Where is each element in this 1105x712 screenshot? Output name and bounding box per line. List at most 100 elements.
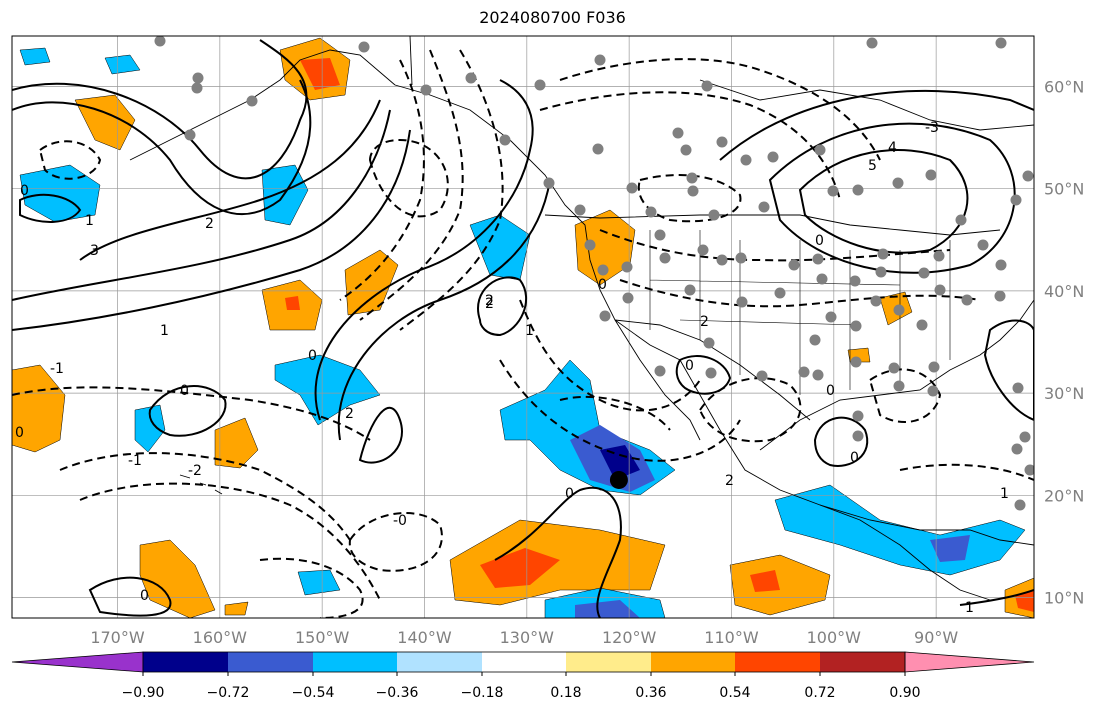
contour-solid bbox=[12, 129, 411, 331]
shade-red bbox=[1015, 590, 1034, 612]
plot-title: 2024080700 F036 bbox=[479, 8, 626, 27]
shade-blue bbox=[575, 600, 640, 618]
longitude-labels: 170°W 160°W 150°W 140°W 130°W 120°W 110°W 100°W… bbox=[90, 628, 958, 647]
contour-label: 0 bbox=[685, 358, 694, 374]
shade-red bbox=[285, 296, 300, 310]
canada-north bbox=[699, 79, 1034, 131]
map-frame bbox=[11, 35, 1035, 619]
contour-dashed bbox=[499, 359, 741, 462]
contour-solid bbox=[314, 79, 534, 421]
station-dot bbox=[735, 252, 747, 264]
colorbar-border bbox=[142, 651, 906, 673]
station-dot bbox=[1014, 499, 1026, 511]
shade-orange bbox=[139, 539, 216, 618]
contour-label: 0 bbox=[850, 450, 859, 466]
coastline-alaska bbox=[129, 49, 396, 161]
latitude-label: 50°N bbox=[1044, 180, 1084, 199]
contour-solid bbox=[494, 487, 622, 618]
station-dot bbox=[767, 151, 779, 163]
contour-label: 1 bbox=[525, 323, 534, 339]
contour-solid bbox=[813, 416, 869, 467]
contour-solid bbox=[768, 122, 1016, 274]
station-dot bbox=[680, 144, 692, 156]
station-dot bbox=[825, 311, 837, 323]
shade-cyan bbox=[19, 164, 101, 223]
shade-orange bbox=[344, 249, 399, 316]
contour-labels: 1 2 3 0 -0 -1 -2 5 4 -3 1 2 0 1 1 -1 0 2… bbox=[15, 120, 1009, 616]
station-dot bbox=[594, 54, 606, 66]
station-dot bbox=[645, 206, 657, 218]
shade-orange bbox=[74, 94, 136, 151]
shade-red bbox=[750, 570, 780, 592]
station-dot bbox=[246, 95, 258, 107]
contour-dashed bbox=[519, 299, 701, 412]
colorbar-segment bbox=[566, 652, 651, 672]
station-dot bbox=[756, 370, 768, 382]
colorbar-segment bbox=[820, 652, 905, 672]
station-dot bbox=[774, 287, 786, 299]
coastline-baja bbox=[614, 319, 701, 441]
storm-center-marker bbox=[609, 470, 628, 489]
station-dot bbox=[534, 79, 546, 91]
colorbar-extend-min bbox=[11, 651, 144, 673]
station-dot bbox=[358, 41, 370, 53]
station-dot bbox=[1011, 443, 1023, 455]
contour-label: 2 bbox=[725, 473, 734, 489]
shading-regions bbox=[12, 37, 1034, 618]
station-dot bbox=[465, 72, 477, 84]
station-dot bbox=[995, 37, 1007, 49]
shade-orange bbox=[224, 601, 249, 616]
contour-dashed bbox=[339, 59, 425, 301]
contour-label: 0 bbox=[565, 486, 574, 502]
contour-dashed bbox=[79, 482, 381, 601]
station-dot bbox=[659, 252, 671, 264]
colorbar-tick-label: 0.90 bbox=[889, 685, 920, 701]
shade-blue bbox=[930, 535, 970, 562]
station-dot bbox=[1022, 170, 1034, 182]
station-dot bbox=[701, 80, 713, 92]
contour-label: 3 bbox=[90, 243, 99, 259]
coastline-north-america bbox=[394, 84, 1034, 546]
station-dot bbox=[708, 209, 720, 221]
station-dot bbox=[875, 266, 887, 278]
colorbar-tick-label: 0.72 bbox=[804, 685, 835, 701]
contour-label: -3 bbox=[925, 120, 939, 136]
latitude-labels: 60°N 50°N 40°N 30°N 20°N 10°N bbox=[1044, 78, 1084, 608]
shade-cyan bbox=[104, 54, 141, 75]
shade-cyan bbox=[297, 569, 341, 596]
station-dot bbox=[1010, 194, 1022, 206]
contour-solid bbox=[337, 179, 551, 441]
station-dot bbox=[154, 36, 166, 47]
station-dot bbox=[543, 177, 555, 189]
contour-solid bbox=[798, 149, 969, 254]
station-dot bbox=[788, 259, 800, 271]
longitude-label: 150°W bbox=[295, 628, 350, 647]
latitude-label: 40°N bbox=[1044, 282, 1084, 301]
contour-solid bbox=[79, 99, 381, 261]
contour-dashed bbox=[899, 463, 1034, 481]
station-dot bbox=[622, 292, 634, 304]
station-dot bbox=[925, 169, 937, 181]
station-dot bbox=[870, 295, 882, 307]
contour-solid bbox=[358, 406, 403, 464]
station-dot bbox=[1024, 464, 1034, 476]
station-dot bbox=[892, 177, 904, 189]
contour-solid bbox=[148, 385, 227, 437]
station-dot bbox=[809, 334, 821, 346]
contour-label: 0 bbox=[15, 425, 24, 441]
contour-label: 0 bbox=[308, 348, 317, 364]
latitude-label: 10°N bbox=[1044, 589, 1084, 608]
station-dot bbox=[499, 134, 511, 146]
contour-dashed bbox=[368, 138, 449, 218]
station-dot bbox=[1012, 382, 1024, 394]
station-dot bbox=[866, 37, 878, 49]
contour-label: 2 bbox=[205, 216, 214, 232]
colorbar-segment bbox=[735, 652, 820, 672]
station-dot bbox=[684, 284, 696, 296]
contour-dashed bbox=[868, 368, 942, 424]
station-dot bbox=[977, 239, 989, 251]
station-dot bbox=[740, 154, 752, 166]
station-dot bbox=[850, 320, 862, 332]
contour-label: 4 bbox=[888, 140, 897, 156]
station-dot bbox=[955, 214, 967, 226]
